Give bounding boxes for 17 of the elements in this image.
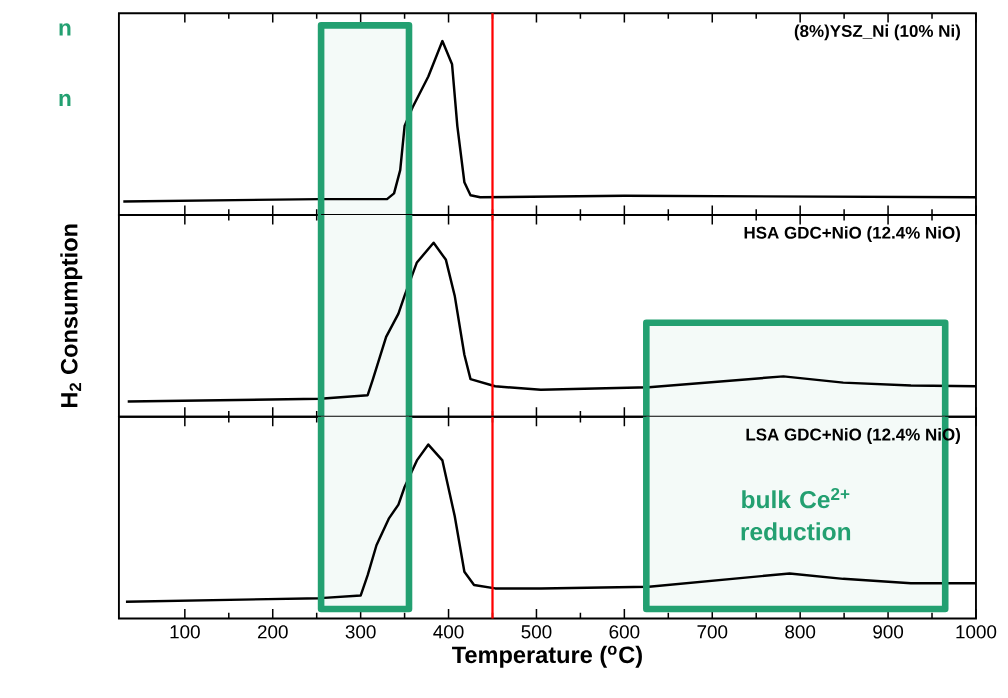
x-tick-label: 800	[785, 625, 816, 639]
chart-title: HSA GDC+NiO (12.4% NiO)	[744, 226, 960, 243]
x-tick-label: 400	[433, 625, 464, 639]
text: bulk Ce$^{2+}$ reduction	[741, 488, 851, 541]
x-tick-label: 1000	[956, 625, 997, 639]
x-tick-label: 900	[873, 625, 904, 639]
x-tick-label: 100	[170, 625, 200, 639]
x-tick-label: 700	[697, 625, 728, 639]
text: n	[59, 94, 71, 107]
chart-title: (8%)YSZ_Ni (10% Ni)	[794, 24, 960, 41]
x-tick-label: 300	[345, 625, 376, 639]
x-tick-label: 200	[257, 625, 288, 639]
x-tick-label: 600	[609, 625, 640, 639]
x-axis-title: Temperature ($^{o}$C)	[452, 645, 642, 668]
x-tick-label: 500	[521, 625, 552, 639]
text: n	[59, 23, 71, 36]
y-axis-title: H$_{2}$ Consumption	[60, 224, 83, 408]
